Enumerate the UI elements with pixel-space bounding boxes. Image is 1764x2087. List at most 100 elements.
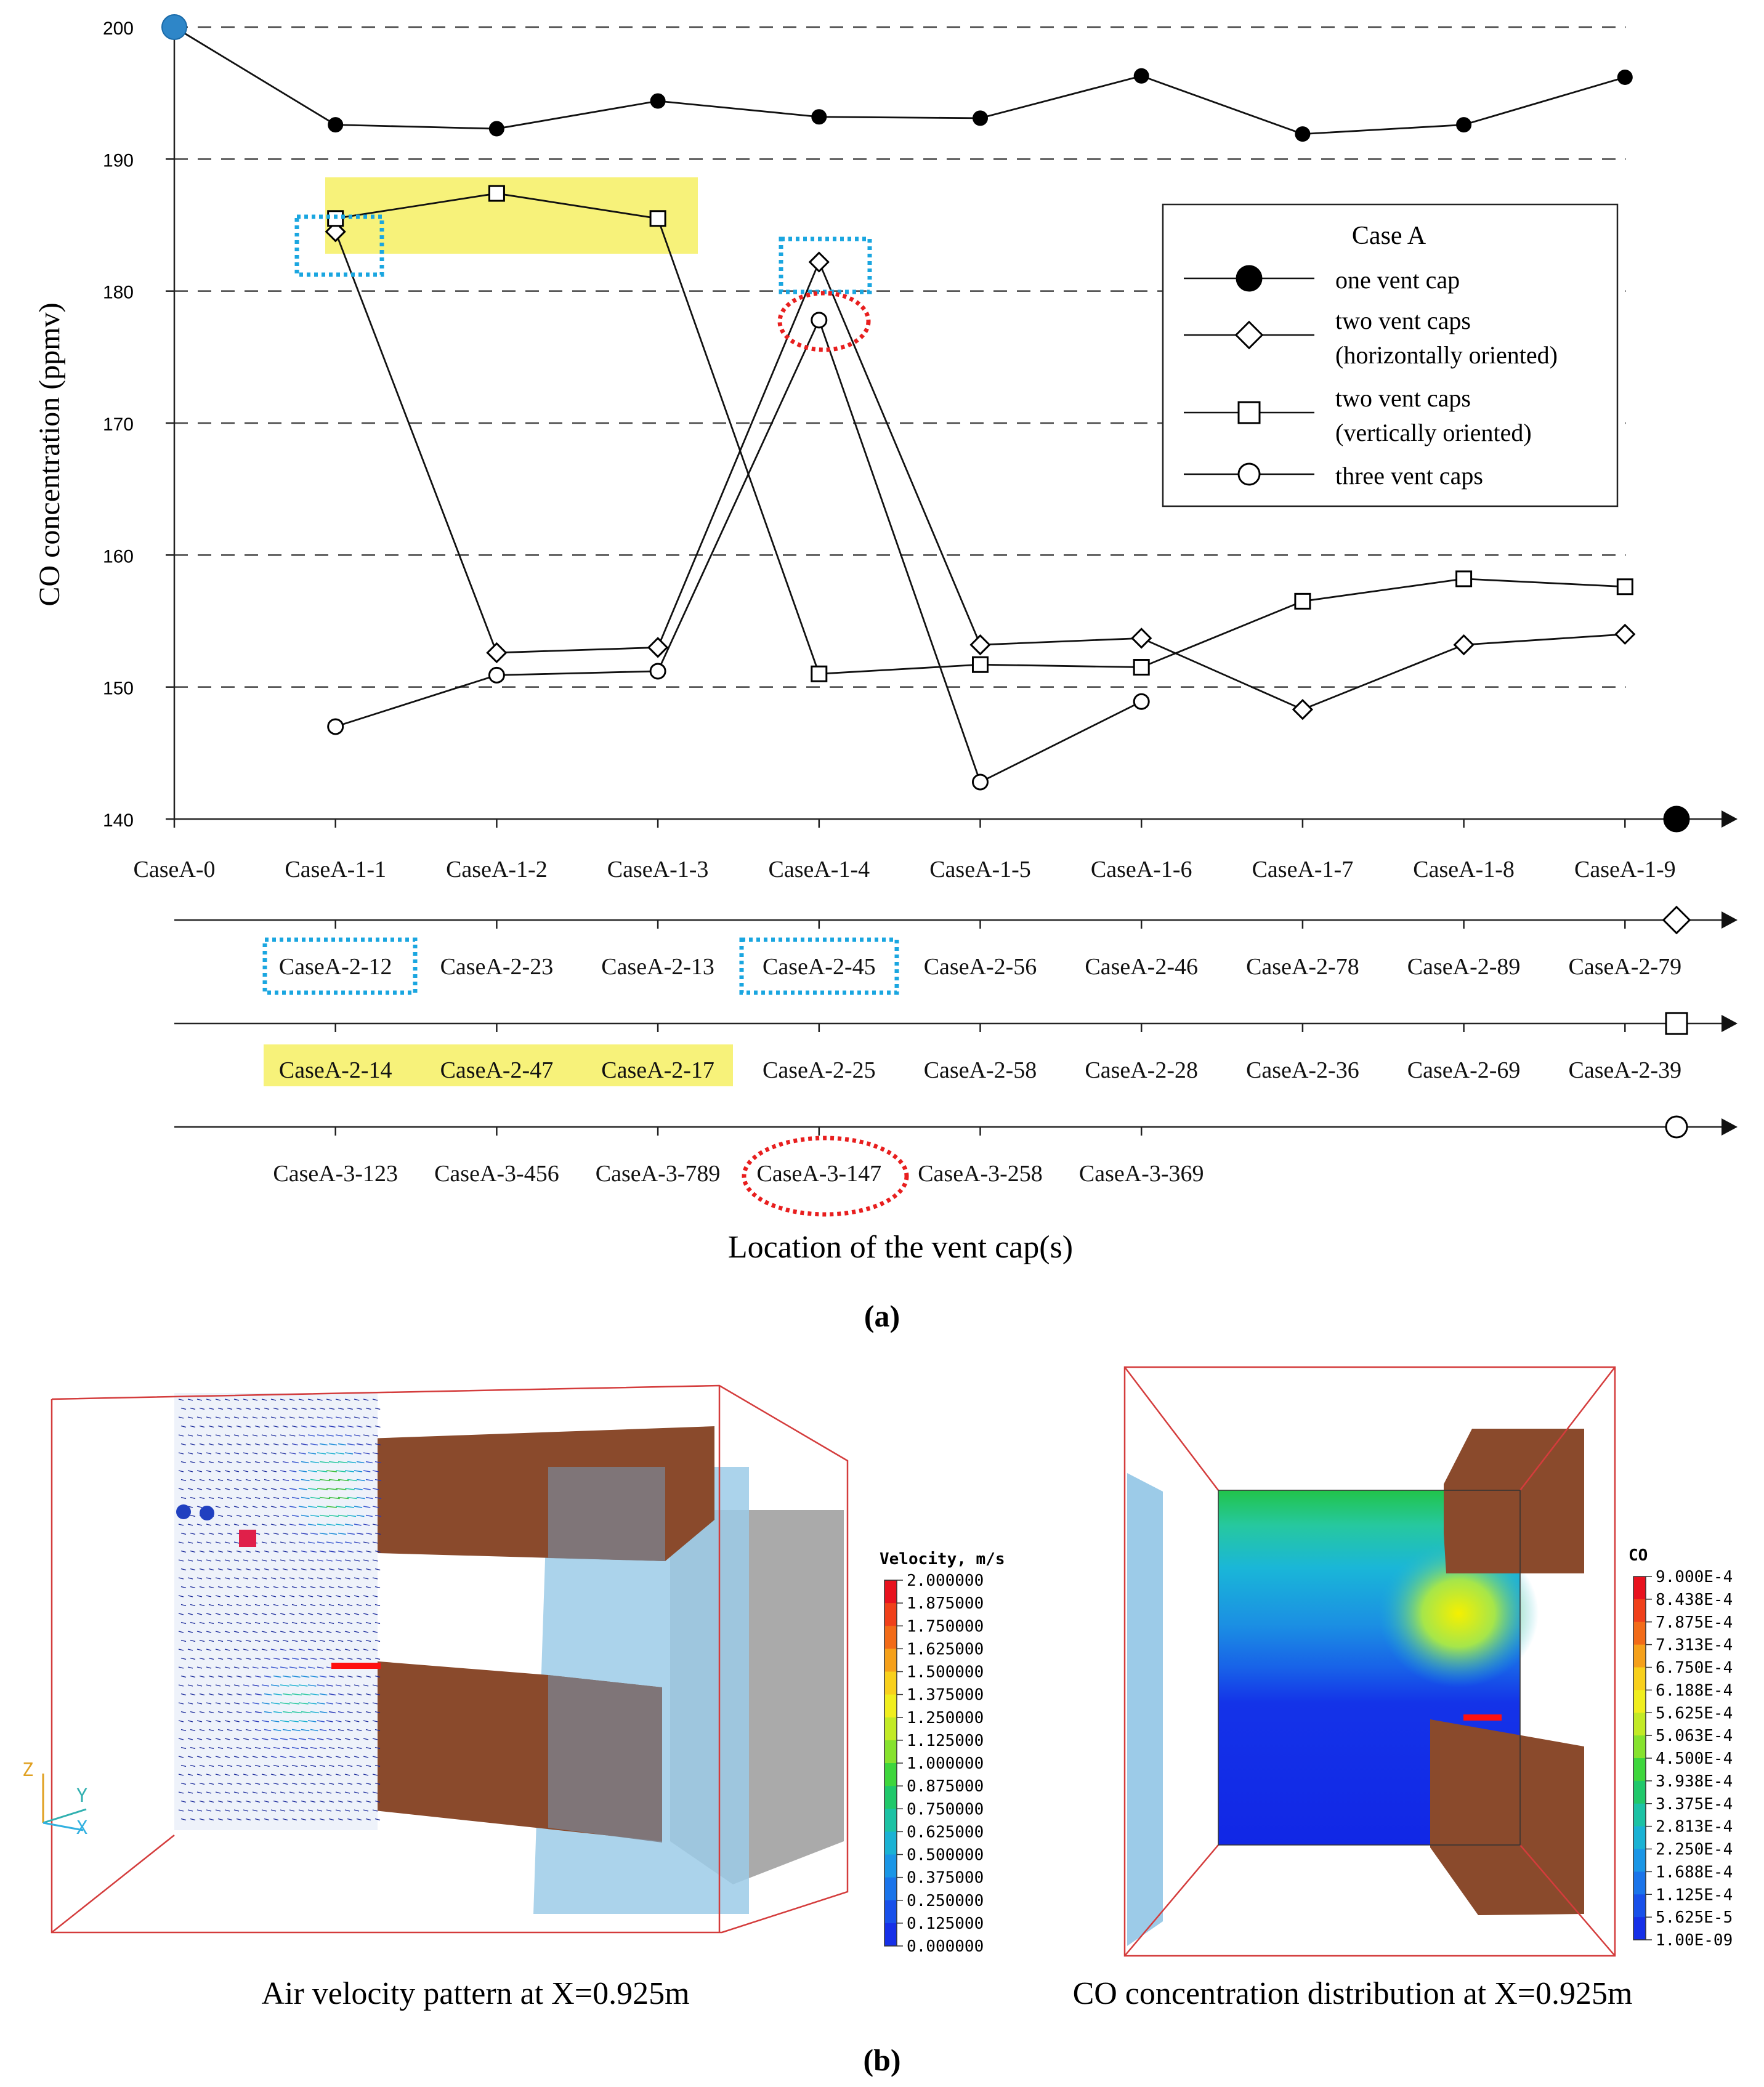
velocity-vector <box>363 1595 369 1597</box>
velocity-vector <box>215 1809 221 1812</box>
velocity-vector <box>252 1702 260 1705</box>
velocity-vector <box>356 1729 362 1732</box>
data-point <box>1616 578 1633 595</box>
velocity-vector <box>347 1604 353 1607</box>
velocity-vector <box>206 1470 212 1472</box>
velocity-vector <box>217 1621 224 1625</box>
velocity-vector <box>338 1657 344 1660</box>
velocity-vector <box>317 1577 323 1580</box>
velocity-vector <box>335 1613 341 1615</box>
velocity-vector <box>243 1488 249 1490</box>
velocity-vector <box>335 1541 343 1544</box>
velocity-vector <box>326 1666 333 1669</box>
velocity-vector <box>190 1443 196 1446</box>
velocity-vector <box>363 1738 369 1740</box>
velocity-vector <box>347 1479 357 1482</box>
velocity-vector <box>291 1621 297 1625</box>
velocity-vector <box>291 1550 298 1553</box>
co-hotspot <box>1378 1540 1539 1687</box>
velocity-vector <box>289 1631 295 1633</box>
velocity-vector <box>347 1586 353 1589</box>
velocity-vector <box>187 1666 193 1669</box>
velocity-vector <box>356 1782 362 1785</box>
velocity-vector <box>347 1693 353 1696</box>
velocity-vector <box>310 1800 316 1803</box>
velocity-vector <box>347 1818 353 1821</box>
velocity-vector <box>317 1416 323 1419</box>
velocity-vector <box>344 1774 350 1776</box>
velocity-vector <box>227 1604 233 1607</box>
colorbar-cell <box>1633 1871 1646 1895</box>
velocity-vector <box>261 1631 267 1633</box>
velocity-vector <box>217 1639 224 1642</box>
velocity-vector <box>319 1407 326 1410</box>
x-tick-label: CaseA-2-78 <box>1246 954 1359 980</box>
velocity-vector <box>215 1631 221 1633</box>
velocity-vector <box>347 1764 353 1767</box>
velocity-vector <box>215 1416 221 1419</box>
velocity-vector <box>310 1461 320 1464</box>
velocity-vector <box>208 1711 214 1714</box>
velocity-vector <box>298 1416 305 1419</box>
velocity-vector <box>224 1506 230 1508</box>
colorbar-label: 6.750E-4 <box>1656 1659 1733 1677</box>
velocity-vector <box>335 1524 345 1526</box>
velocity-vector <box>217 1425 224 1428</box>
velocity-vector <box>208 1746 214 1750</box>
velocity-vector <box>347 1675 353 1678</box>
velocity-vector <box>270 1577 277 1580</box>
velocity-vector <box>233 1416 240 1419</box>
velocity-vector <box>354 1649 360 1651</box>
velocity-vector <box>317 1452 326 1455</box>
velocity-vector <box>356 1568 362 1571</box>
velocity-vector <box>233 1666 240 1669</box>
velocity-vector <box>354 1488 363 1490</box>
velocity-vector <box>206 1399 212 1401</box>
velocity-vector <box>208 1496 214 1500</box>
velocity-vector <box>282 1639 289 1642</box>
velocity-vector <box>180 1711 187 1714</box>
velocity-vector <box>372 1399 378 1401</box>
velocity-vector <box>301 1711 311 1714</box>
velocity-vector <box>196 1399 203 1401</box>
velocity-vector <box>208 1782 214 1785</box>
velocity-vector <box>227 1407 233 1410</box>
velocity-vector <box>196 1666 203 1669</box>
velocity-vector <box>243 1720 249 1722</box>
velocity-vector <box>252 1809 258 1812</box>
velocity-vector <box>236 1746 242 1750</box>
x-tick-label: CaseA-3-369 <box>1079 1161 1204 1187</box>
velocity-vector <box>178 1720 184 1722</box>
velocity-vector <box>282 1729 291 1732</box>
velocity-vector <box>365 1514 373 1517</box>
data-point <box>1455 570 1473 587</box>
velocity-vector <box>317 1613 323 1615</box>
velocity-vector <box>301 1479 310 1482</box>
velocity-vector <box>291 1729 301 1732</box>
highlight-cyan <box>779 236 872 294</box>
x-tick-label: CaseA-2-17 <box>601 1057 714 1083</box>
velocity-vector <box>254 1711 262 1714</box>
velocity-vector <box>245 1479 251 1482</box>
velocity-vector <box>243 1416 249 1419</box>
data-point <box>1614 623 1636 645</box>
velocity-vector <box>190 1425 196 1428</box>
velocity-vector <box>335 1577 341 1580</box>
velocity-vector <box>199 1764 205 1767</box>
velocity-vector <box>199 1461 205 1464</box>
velocity-vector <box>224 1541 230 1544</box>
colorbar-cell <box>1633 1599 1646 1623</box>
velocity-vector <box>372 1506 379 1508</box>
velocity-vector <box>180 1496 187 1500</box>
velocity-vector <box>190 1657 196 1660</box>
velocity-vector <box>338 1764 344 1767</box>
velocity-vector <box>224 1649 230 1651</box>
velocity-vector <box>307 1756 314 1758</box>
data-point <box>1295 126 1311 142</box>
velocity-vector <box>298 1452 306 1455</box>
velocity-vector <box>347 1657 353 1660</box>
velocity-vector <box>335 1559 342 1562</box>
velocity-vector <box>180 1675 187 1678</box>
velocity-vector <box>282 1479 289 1482</box>
colorbar-cell <box>1633 1690 1646 1713</box>
